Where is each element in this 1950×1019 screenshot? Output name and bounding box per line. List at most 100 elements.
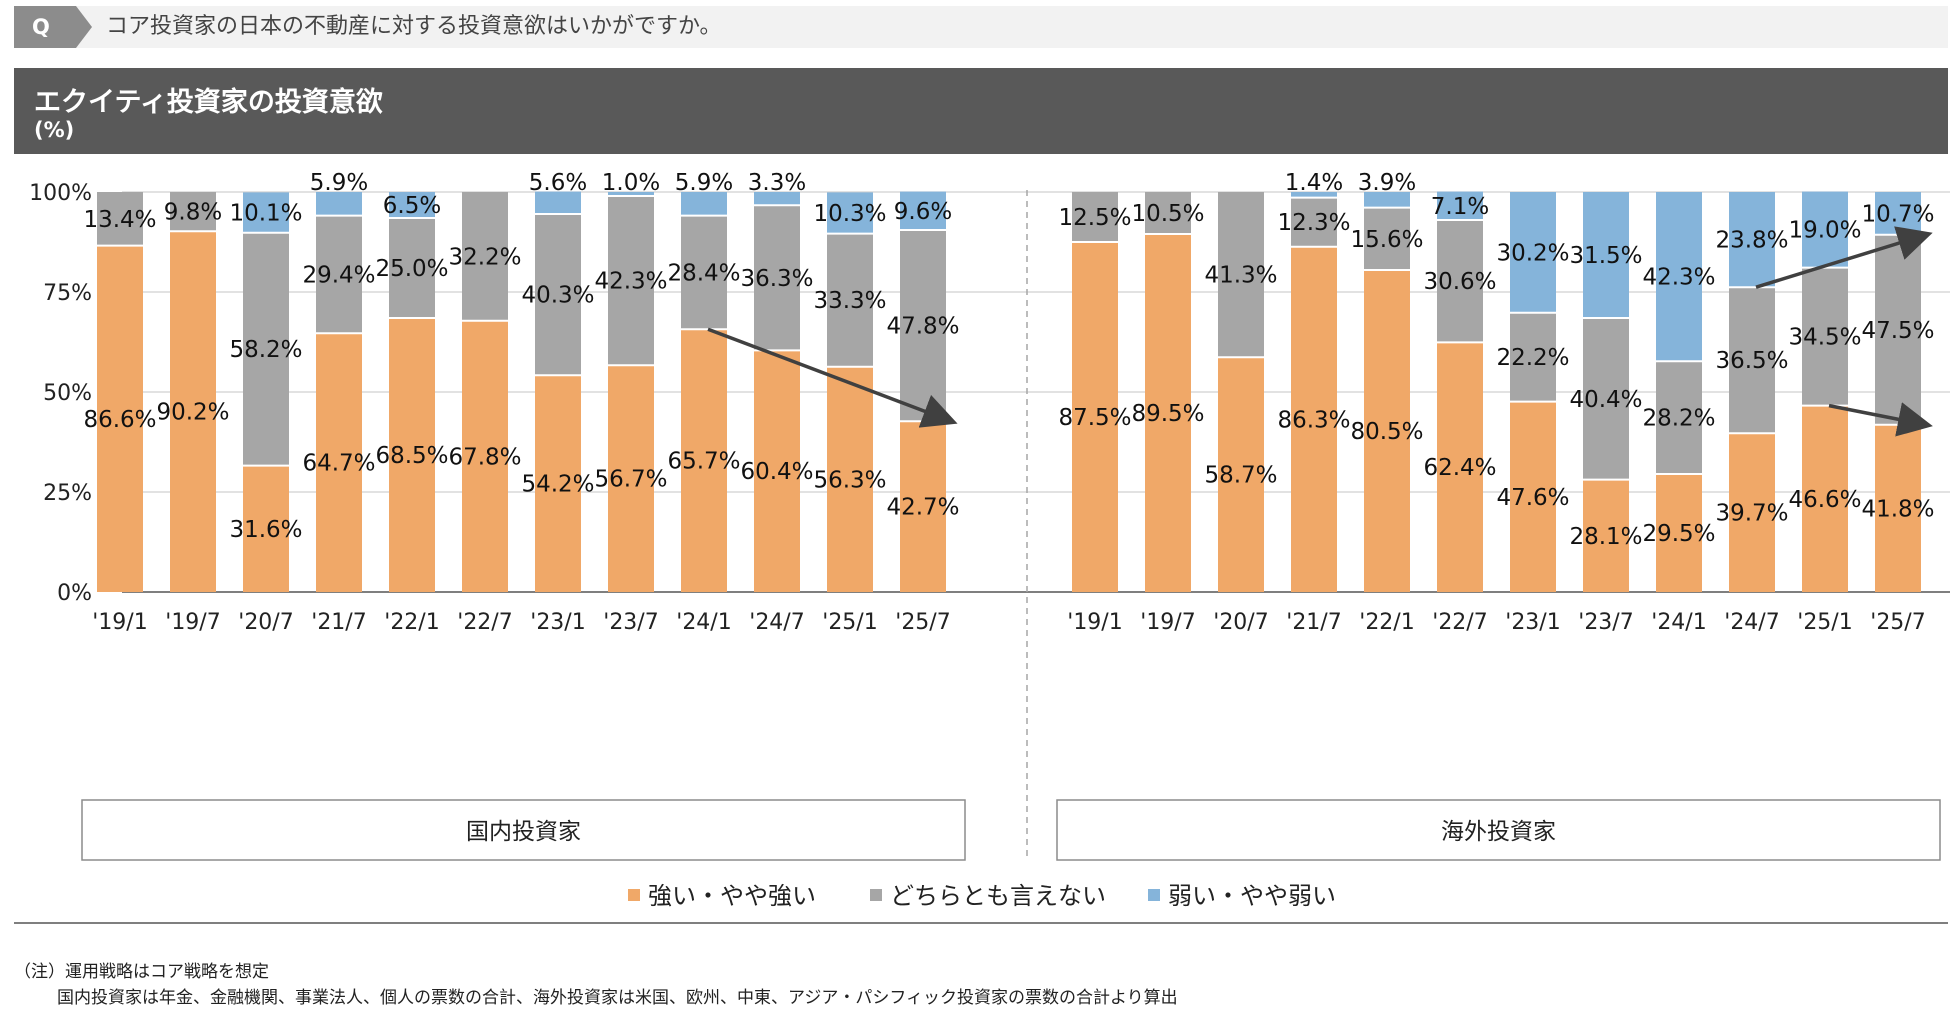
bar-neutral [316,215,362,334]
x-tick-label: '24/1 [1651,610,1706,635]
x-tick-label: '22/1 [384,610,439,635]
y-tick-label: 25% [43,481,92,506]
bar-weak [389,192,435,218]
trend-arrow-overseas-upper [1755,226,1933,289]
data-label-strong: 68.5% [375,443,448,469]
bar-neutral [1364,207,1410,270]
bar-neutral [1583,318,1629,480]
bar-neutral [827,233,873,367]
bar-neutral [681,215,727,330]
bar-neutral [389,218,435,318]
data-label-strong: 80.5% [1350,419,1423,445]
x-tick-label: '22/1 [1359,610,1414,635]
legend-item-weak: 弱い・やや弱い [1148,876,1336,911]
data-label-neutral: 12.3% [1277,210,1350,236]
x-tick-label: '25/7 [1870,610,1925,635]
data-label-strong: 90.2% [156,400,229,426]
data-label-weak: 31.5% [1569,243,1642,269]
data-label-neutral: 28.4% [667,260,740,286]
data-label-strong: 41.8% [1861,496,1934,522]
data-label-weak: 10.3% [813,201,886,227]
chart-legend: 強い・やや強い どちらとも言えない 弱い・やや弱い [628,876,1348,910]
bar-neutral [97,192,143,246]
bar-strong [1802,405,1848,592]
x-tick-label: '19/1 [92,610,147,635]
bar-weak [535,191,581,214]
data-label-strong: 28.1% [1569,524,1642,550]
legend-label-strong: 強い・やや強い [648,882,816,910]
data-label-weak: 1.4% [1285,170,1343,196]
chevron-right-icon [76,6,92,48]
chart-title-bar: エクイティ投資家の投資意欲 (%) [14,68,1948,154]
x-tick-label: '23/1 [530,610,585,635]
bar-strong [243,465,289,592]
stacked-bar-chart: 0% 25% 50% 75% 100% 86.6% 13.4% '19/1 90.2% 9.8% '… [29,170,1950,861]
data-label-strong: 58.7% [1204,463,1277,489]
data-label-weak: 5.9% [675,170,733,196]
data-label-neutral: 41.3% [1204,263,1277,289]
bar-strong [754,350,800,592]
data-label-neutral: 10.5% [1131,201,1204,227]
chart-title: エクイティ投資家の投資意欲 [34,87,383,118]
data-label-neutral: 34.5% [1788,325,1861,351]
x-tick-label: '19/7 [1140,610,1195,635]
bar-neutral [1145,192,1191,234]
bar-strong [1729,433,1775,592]
bar-strong [1510,401,1556,592]
group-label: 国内投資家 [466,819,581,845]
bar-weak [1437,191,1483,220]
data-label-weak: 3.3% [748,170,806,196]
bar-strong [681,329,727,592]
x-tick-label: '25/1 [1797,610,1852,635]
data-label-neutral: 9.8% [164,200,222,226]
data-label-neutral: 25.0% [375,256,448,282]
bar-strong [97,245,143,592]
data-label-strong: 56.7% [594,467,667,493]
bar-strong [1145,234,1191,592]
data-label-strong: 64.7% [302,451,375,477]
bar-weak [1656,192,1702,362]
question-bar: Q コア投資家の日本の不動産に対する投資意欲はいかがですか。 [14,6,1948,48]
question-text: コア投資家の日本の不動産に対する投資意欲はいかがですか。 [106,14,722,39]
data-label-weak: 5.6% [529,170,587,196]
bar-neutral [170,192,216,232]
bar-neutral [243,232,289,466]
bar-strong [1291,246,1337,593]
legend-label-neutral: どちらとも言えない [890,882,1106,910]
data-label-neutral: 29.4% [302,262,375,288]
x-tick-label: '24/7 [1724,610,1779,635]
x-tick-label: '19/1 [1067,610,1122,635]
bar-neutral [754,205,800,351]
data-label-strong: 46.6% [1788,487,1861,513]
bar-strong [1583,479,1629,592]
data-label-strong: 29.5% [1642,521,1715,547]
data-label-strong: 65.7% [667,449,740,475]
bar-weak [900,191,946,230]
bar-strong [608,365,654,592]
bar-weak [243,192,289,233]
x-tick-label: '25/1 [822,610,877,635]
y-tick-label: 100% [29,181,92,206]
question-badge: Q [14,6,76,48]
data-label-weak: 9.6% [894,199,952,225]
bar-neutral [1291,197,1337,247]
bar-neutral [1437,220,1483,343]
data-label-weak: 5.9% [310,170,368,196]
data-label-weak: 6.5% [383,193,441,219]
data-label-weak: 42.3% [1642,265,1715,291]
y-tick-label: 0% [57,581,92,606]
x-tick-label: '19/7 [165,610,220,635]
note-line-1: （注）運用戦略はコア戦略を想定 [14,962,269,982]
divider-line [14,922,1948,924]
data-label-strong: 47.6% [1496,485,1569,511]
data-label-strong: 42.7% [886,495,959,521]
x-tick-label: '22/7 [457,610,512,635]
data-label-neutral: 42.3% [594,269,667,295]
bar-weak [1510,192,1556,313]
data-label-neutral: 15.6% [1350,227,1423,253]
bar-weak [1364,192,1410,208]
data-label-weak: 7.1% [1431,194,1489,220]
legend-item-strong: 強い・やや強い [628,876,816,911]
bar-weak [1729,192,1775,288]
data-label-neutral: 36.3% [740,266,813,292]
